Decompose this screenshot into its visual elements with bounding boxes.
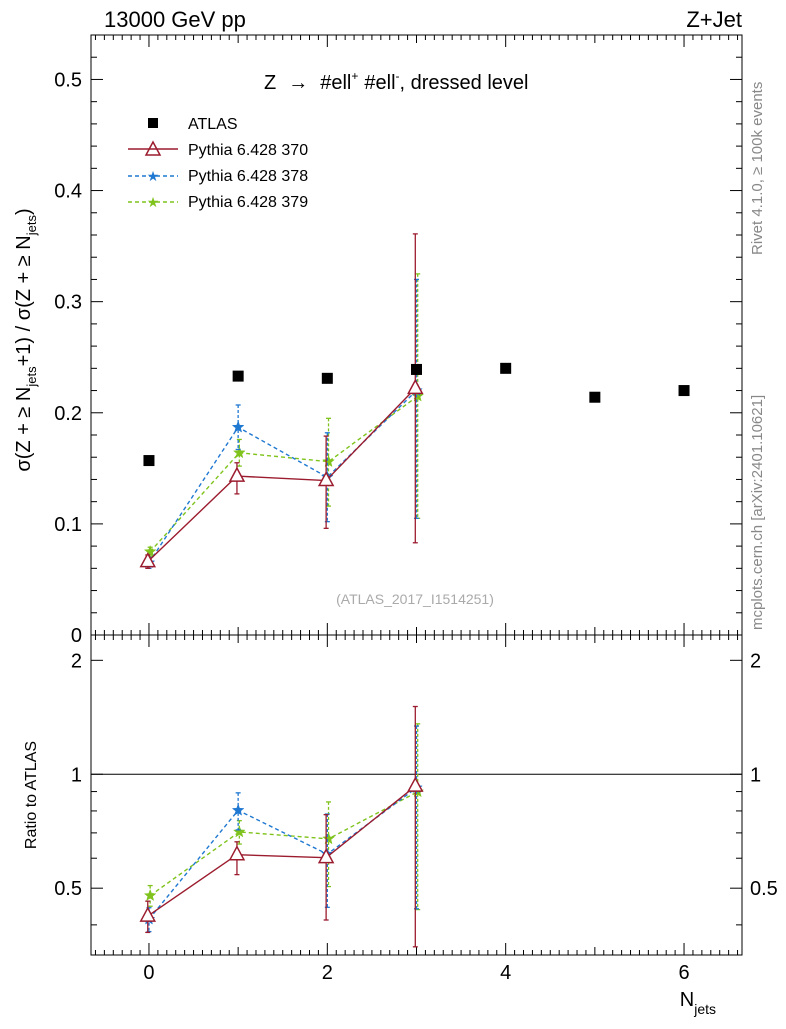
main-atlas-marker [143,455,155,467]
legend-label-378: Pythia 6.428 378 [188,168,308,185]
ratio-pythia-378-marker [231,803,245,816]
ratio-pythia-379-marker [322,832,335,845]
x-tick-label: 0 [143,962,154,984]
x-tick-label: 2 [322,962,333,984]
main-pythia-379-marker [322,454,335,468]
main-y-tick-label: 0.2 [54,403,82,425]
mcplots-label: mcplots.cern.ch [arXiv:2401.10621] [749,395,766,630]
ratio-pythia-378-line [148,787,417,920]
main-y-tick-labels: 0 0.1 0.2 0.3 0.4 0.5 [54,69,82,647]
rivet-label: Rivet 4.1.0, ≥ 100k events [749,82,766,255]
main-atlas-marker [321,372,333,384]
ratio-pythia-370-marker [407,776,424,792]
ratio-y-tick-labels: 0.5 0.5 1 1 2 2 [54,650,778,900]
ratio-pythia-379-marker [143,888,157,902]
ratio-series-group [139,705,425,948]
ratio-pythia-379-marker [232,825,246,838]
xlabel-main: N [680,989,694,1011]
main-atlas-marker [589,391,601,403]
ratio-axis-ticks [91,635,742,955]
legend-marker-379: ★ [147,194,160,210]
main-axis-ticks [91,34,742,636]
ratio-pythia-370-marker [139,906,157,922]
ylabel-part-1: σ(Z + ≥ N [13,387,35,472]
main-y-tick-label: 0 [71,625,82,647]
main-y-tick-label: 0.1 [54,514,82,536]
ylabel-sub-2: jets [24,215,39,237]
ratio-pythia-370-marker [317,848,335,864]
main-pythia-379-line [149,395,419,553]
ratio-y-tick-label: 2 [71,650,82,672]
main-y-tick-label: 0.4 [54,181,82,203]
title-sup-2: - [396,69,400,83]
ylabel-part-2: +1) / σ(Z + ≥ N [13,235,35,366]
legend-label-atlas: ATLAS [188,116,238,133]
title-ell-2: #ell [364,72,395,94]
ratio-y-tick-label-right: 1 [750,764,761,786]
main-title: Z → #ell+ #ell-, dressed level [264,69,528,94]
main-pythia-370-marker [317,470,335,487]
main-pythia-370-marker [407,378,424,395]
main-pythia-378-marker [231,420,245,433]
legend-label-370: Pythia 6.428 370 [188,142,308,159]
ylabel-sub-1: jets [24,366,39,388]
ratio-y-tick-label-right: 2 [750,650,761,672]
main-atlas-marker [411,363,422,375]
ratio-pythia-370-marker [228,845,246,861]
legend-marker-370 [144,140,162,156]
xlabel-sub: jets [693,1001,716,1017]
ratio-pythia-379-line [149,791,419,897]
legend-marker-atlas [148,118,158,128]
title-lead: Z [264,72,276,94]
ratio-pythia-370-line [147,785,416,917]
title-tail: , dressed level [400,72,529,94]
main-pythia-378-line [148,390,417,564]
main-atlas-marker [678,385,690,397]
main-series-group [139,233,690,569]
title-sup-1: + [351,69,358,83]
main-y-tick-label: 0.3 [54,292,82,314]
main-atlas-marker [500,362,512,374]
legend: ATLAS Pythia 6.428 370 ★ Pythia 6.428 37… [128,116,308,211]
x-tick-label: 6 [678,962,689,984]
main-pythia-379-marker [143,544,157,558]
ratio-y-tick-label: 0.5 [54,878,82,900]
main-y-tick-label: 0.5 [54,69,82,91]
main-pythia-370-marker [228,466,246,482]
x-tick-label: 4 [500,962,511,984]
legend-marker-378: ★ [147,168,160,184]
main-pythia-370-marker [139,552,157,568]
analysis-watermark: (ATLAS_2017_I1514251) [336,591,494,607]
x-axis-label: Njets [680,989,716,1017]
ratio-y-tick-label-right: 0.5 [750,878,778,900]
ratio-y-axis-label: Ratio to ATLAS [23,741,40,849]
title-arrow: → [288,72,308,94]
main-y-axis-label: σ(Z + ≥ Njets+1) / σ(Z + ≥ Njets) [13,208,39,471]
header-left: 13000 GeV pp [104,7,246,32]
ylabel-part-3: ) [13,208,35,215]
main-pythia-379-marker [232,446,246,459]
x-tick-labels: 0 2 4 6 [143,962,689,984]
ratio-y-tick-label: 1 [71,764,82,786]
main-atlas-marker [232,370,244,382]
main-pythia-370-line [147,387,416,563]
title-ell-1: #ell [320,72,351,94]
header-right: Z+Jet [686,7,742,32]
legend-label-379: Pythia 6.428 379 [188,194,308,211]
